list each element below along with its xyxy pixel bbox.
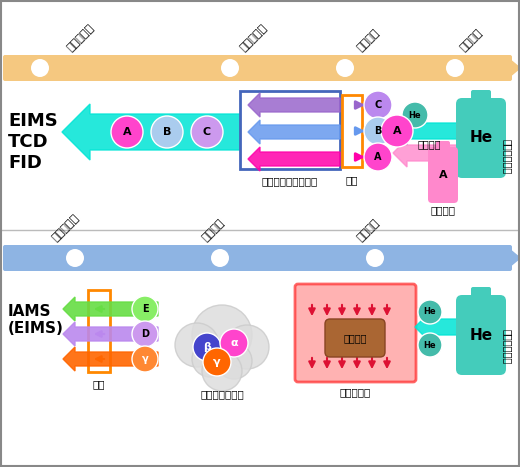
Polygon shape: [63, 347, 158, 371]
FancyBboxPatch shape: [471, 90, 491, 106]
Text: He: He: [424, 307, 436, 317]
Text: γ: γ: [213, 357, 221, 367]
Circle shape: [336, 59, 354, 77]
Text: B: B: [163, 127, 171, 137]
Polygon shape: [415, 313, 493, 341]
Circle shape: [221, 59, 239, 77]
FancyBboxPatch shape: [325, 319, 385, 357]
Text: 触媒反応: 触媒反応: [200, 217, 226, 243]
Polygon shape: [248, 147, 340, 171]
Circle shape: [366, 249, 384, 267]
Circle shape: [225, 325, 269, 369]
FancyBboxPatch shape: [3, 245, 512, 271]
Text: 擬似ガス: 擬似ガス: [418, 139, 441, 149]
Text: 分離・検出: 分離・検出: [50, 212, 81, 243]
Circle shape: [202, 351, 242, 391]
Circle shape: [151, 116, 183, 148]
Circle shape: [418, 333, 442, 357]
Text: A: A: [374, 152, 382, 162]
FancyBboxPatch shape: [428, 147, 458, 203]
Circle shape: [192, 341, 228, 377]
Circle shape: [132, 346, 158, 372]
Text: A: A: [439, 170, 447, 180]
Circle shape: [364, 91, 392, 119]
Polygon shape: [63, 297, 158, 321]
Circle shape: [364, 143, 392, 171]
Polygon shape: [393, 139, 492, 167]
Text: 反応ガス: 反応ガス: [431, 205, 456, 215]
Circle shape: [216, 343, 252, 379]
Text: ガス生成: ガス生成: [355, 217, 381, 243]
Polygon shape: [248, 93, 340, 117]
Text: D: D: [141, 329, 149, 339]
Text: 触媒反応: 触媒反応: [355, 27, 381, 53]
Text: A: A: [123, 127, 132, 137]
Circle shape: [132, 296, 158, 322]
Polygon shape: [63, 322, 158, 346]
Polygon shape: [62, 104, 242, 160]
Circle shape: [381, 115, 413, 147]
Text: サンプル: サンプル: [343, 333, 367, 343]
Text: ガスクロマトグラフ: ガスクロマトグラフ: [262, 176, 318, 186]
Circle shape: [446, 59, 464, 77]
Circle shape: [418, 300, 442, 324]
Text: IAMS
(EIMS): IAMS (EIMS): [8, 304, 64, 336]
Text: He: He: [470, 327, 492, 342]
Circle shape: [31, 59, 49, 77]
Text: EIMS
TCD
FID: EIMS TCD FID: [8, 112, 58, 171]
Text: 触媒: 触媒: [93, 379, 105, 389]
Circle shape: [191, 116, 223, 148]
Bar: [342, 95, 362, 167]
Text: B: B: [374, 126, 382, 136]
Text: E: E: [141, 304, 148, 314]
FancyBboxPatch shape: [3, 55, 512, 81]
Text: C: C: [203, 127, 211, 137]
Text: β: β: [203, 342, 211, 352]
FancyBboxPatch shape: [456, 295, 506, 375]
FancyBboxPatch shape: [436, 141, 450, 153]
Circle shape: [132, 321, 158, 347]
FancyBboxPatch shape: [471, 287, 491, 303]
Text: 触媒: 触媒: [346, 175, 358, 185]
Text: キャリアガス: キャリアガス: [502, 329, 512, 365]
Bar: [88, 290, 110, 372]
Polygon shape: [508, 248, 520, 268]
Circle shape: [192, 305, 252, 365]
Text: イメージ炉: イメージ炉: [340, 387, 371, 397]
Circle shape: [111, 116, 143, 148]
Bar: [240, 91, 340, 169]
Polygon shape: [248, 120, 340, 144]
Circle shape: [175, 323, 219, 367]
Circle shape: [402, 102, 428, 128]
Circle shape: [203, 348, 231, 376]
Text: 熱分解生成ガス: 熱分解生成ガス: [200, 389, 244, 399]
FancyBboxPatch shape: [295, 284, 416, 382]
Text: α: α: [230, 338, 238, 348]
Text: C: C: [374, 100, 382, 110]
Text: He: He: [470, 130, 492, 146]
Text: ガス調整: ガス調整: [458, 27, 484, 53]
Polygon shape: [393, 117, 492, 145]
Text: γ: γ: [141, 354, 148, 364]
Text: He: He: [409, 111, 421, 120]
Circle shape: [211, 249, 229, 267]
Polygon shape: [508, 58, 520, 78]
Text: A: A: [393, 126, 401, 136]
Circle shape: [220, 329, 248, 357]
Circle shape: [193, 333, 221, 361]
Text: He: He: [424, 340, 436, 349]
Text: ガス種検出: ガス種検出: [65, 22, 96, 53]
FancyBboxPatch shape: [456, 98, 506, 178]
Text: ガス種分離: ガス種分離: [238, 22, 268, 53]
Text: キャリアガス: キャリアガス: [502, 139, 512, 175]
Circle shape: [364, 117, 392, 145]
Circle shape: [66, 249, 84, 267]
